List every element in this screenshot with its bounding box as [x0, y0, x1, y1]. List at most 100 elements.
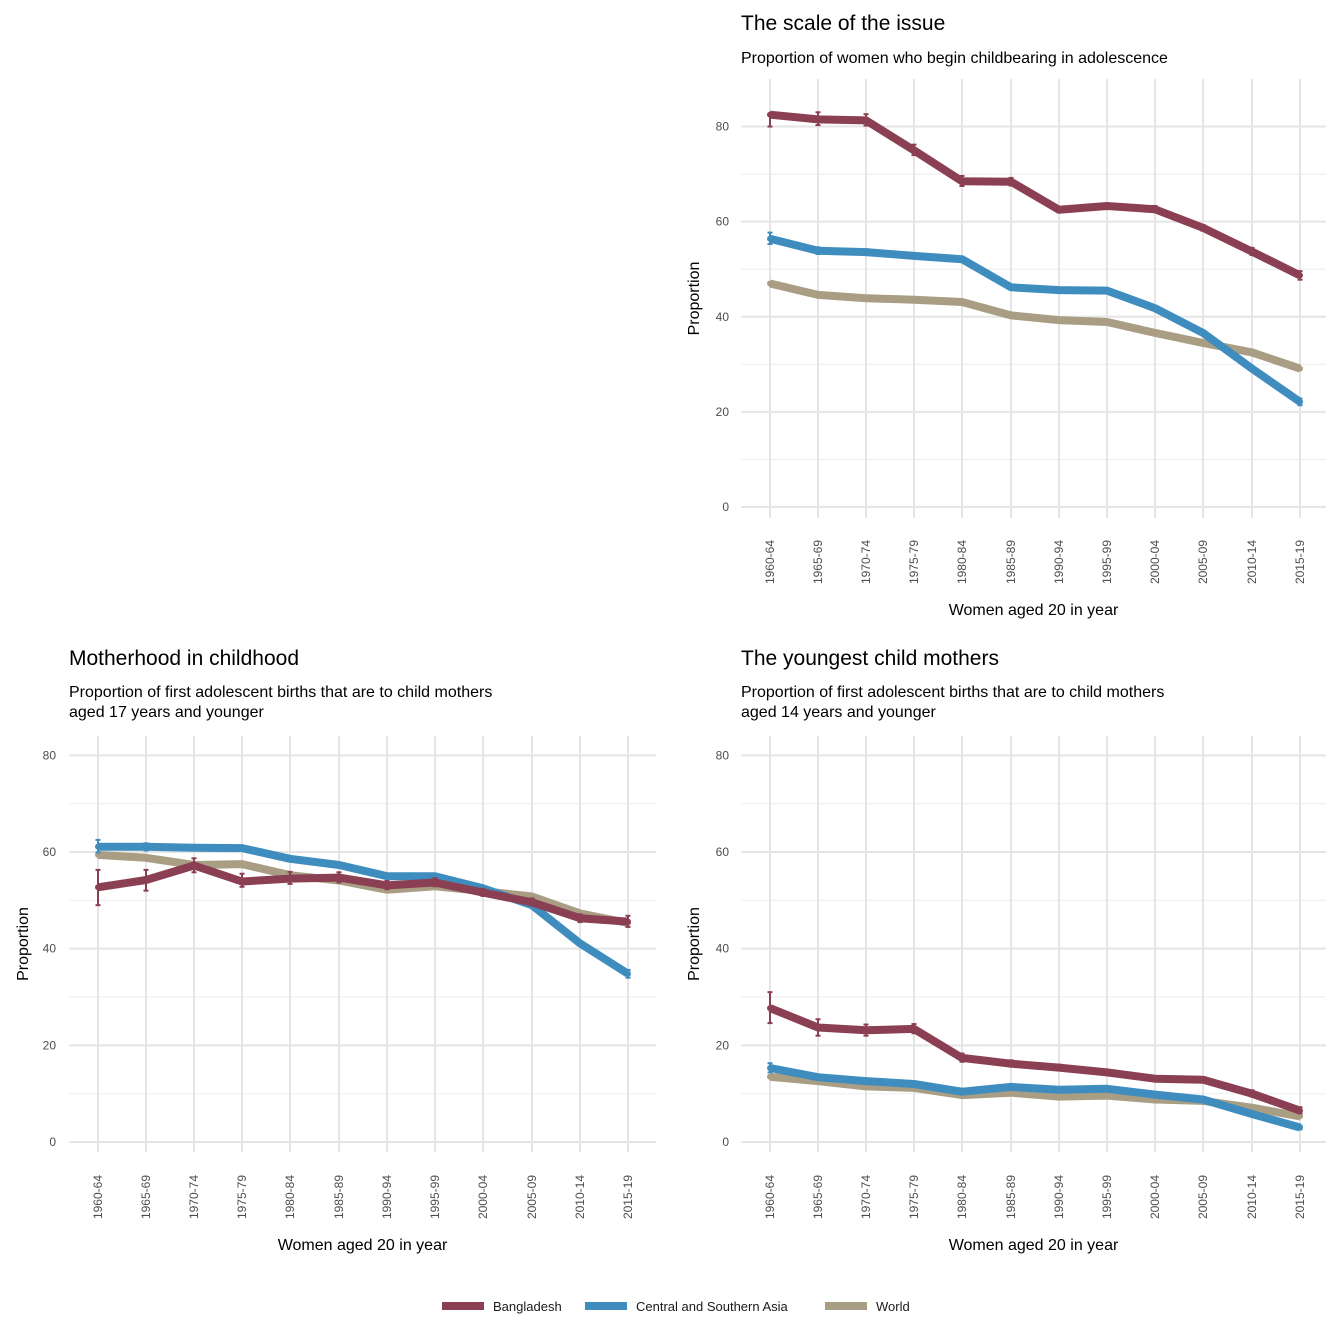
chart-subtitle: Proportion of women who begin childbeari…	[741, 50, 1168, 67]
x-tick-label: 1995-99	[1100, 1175, 1114, 1219]
data-point	[767, 1065, 773, 1072]
x-tick-label: 1990-94	[1052, 540, 1066, 584]
y-tick-label: 80	[716, 120, 730, 134]
data-point	[1104, 1069, 1110, 1076]
data-point	[1056, 206, 1062, 213]
chart-title: The youngest child mothers	[741, 647, 999, 670]
x-tick-label: 2010-14	[573, 1175, 587, 1219]
data-point	[1152, 305, 1158, 312]
chart-subtitle: Proportion of first adolescent births th…	[69, 684, 492, 701]
data-point	[1056, 1064, 1062, 1071]
x-tick-label: 1960-64	[763, 540, 777, 584]
data-point	[577, 915, 583, 922]
data-point	[1104, 319, 1110, 326]
data-point	[1297, 1107, 1303, 1114]
y-tick-label: 80	[716, 748, 730, 762]
data-point	[529, 899, 535, 906]
y-tick-label: 0	[722, 500, 729, 514]
data-point	[1297, 272, 1303, 279]
y-tick-label: 0	[722, 1135, 729, 1149]
data-point	[863, 1027, 869, 1034]
data-point	[863, 1078, 869, 1085]
data-point	[1200, 1076, 1206, 1083]
data-point	[911, 252, 917, 259]
data-point	[815, 1024, 821, 1031]
data-point	[95, 843, 101, 850]
chart-title: The scale of the issue	[741, 12, 945, 35]
x-tick-label: 1960-64	[763, 1175, 777, 1219]
x-tick-label: 2000-04	[1148, 540, 1162, 584]
series-line-bangladesh	[769, 110, 1302, 279]
legend-label: World	[876, 1299, 910, 1314]
legend-item-bangladesh: Bangladesh	[442, 1299, 562, 1314]
x-axis-title: Women aged 20 in year	[949, 1237, 1119, 1254]
y-tick-label: 40	[716, 942, 730, 956]
data-point	[1008, 1083, 1014, 1090]
data-point	[1249, 248, 1255, 255]
data-point	[1056, 317, 1062, 324]
y-tick-label: 40	[43, 942, 57, 956]
y-axis-title: Proportion	[686, 262, 703, 336]
x-tick-label: 2015-19	[621, 1175, 635, 1219]
y-tick-label: 20	[43, 1038, 57, 1052]
y-tick-label: 60	[43, 845, 57, 859]
x-tick-label: 1980-84	[955, 540, 969, 584]
data-point	[959, 1088, 965, 1095]
data-point	[863, 295, 869, 302]
panel-motherhood-in-childhood: Motherhood in childhood Proportion of fir…	[15, 647, 656, 1254]
data-point	[1297, 365, 1303, 372]
data-point	[959, 1054, 965, 1061]
data-point	[1200, 224, 1206, 231]
x-tick-label: 2010-14	[1245, 540, 1259, 584]
x-tick-label: 2015-19	[1293, 540, 1307, 584]
series-bangladesh	[767, 110, 1303, 281]
data-point	[1152, 1075, 1158, 1082]
series-bangladesh	[767, 991, 1303, 1115]
x-tick-label: 1995-99	[428, 1175, 442, 1219]
x-tick-label: 2005-09	[1196, 540, 1210, 584]
data-point	[1152, 1091, 1158, 1098]
data-point	[1249, 349, 1255, 356]
x-tick-label: 1965-69	[811, 1175, 825, 1219]
data-point	[625, 918, 631, 925]
x-tick-label: 2015-19	[1293, 1175, 1307, 1219]
y-tick-label: 0	[49, 1135, 56, 1149]
x-tick-label: 1970-74	[187, 1175, 201, 1219]
data-point	[432, 879, 438, 886]
data-point	[767, 1073, 773, 1080]
x-tick-label: 1965-69	[139, 1175, 153, 1219]
data-point	[1104, 202, 1110, 209]
data-point	[625, 970, 631, 977]
chart-title: Motherhood in childhood	[69, 647, 299, 670]
data-point	[911, 1025, 917, 1032]
y-axis-title: Proportion	[15, 907, 32, 981]
data-point	[1297, 398, 1303, 405]
legend-label: Bangladesh	[493, 1299, 562, 1314]
data-point	[336, 862, 342, 869]
y-tick-label: 60	[716, 215, 730, 229]
y-tick-label: 20	[716, 405, 730, 419]
legend-item-world: World	[825, 1299, 910, 1314]
x-tick-label: 2005-09	[1196, 1175, 1210, 1219]
data-point	[1056, 1093, 1062, 1100]
data-point	[767, 111, 773, 118]
series-central-and-southern-asia	[95, 838, 631, 979]
data-point	[767, 235, 773, 242]
x-tick-label: 1970-74	[859, 1175, 873, 1219]
x-tick-label: 2005-09	[525, 1175, 539, 1219]
series-central-and-southern-asia	[767, 1062, 1303, 1132]
data-point	[143, 843, 149, 850]
x-tick-label: 1980-84	[955, 1175, 969, 1219]
data-point	[767, 1005, 773, 1012]
data-point	[911, 296, 917, 303]
data-point	[959, 178, 965, 185]
x-tick-label: 1975-79	[907, 540, 921, 584]
data-point	[239, 861, 245, 868]
x-tick-label: 1960-64	[91, 1175, 105, 1219]
panel-youngest-child-mothers: The youngest child mothers Proportion of …	[686, 647, 1326, 1254]
legend-item-central-and-southern-asia: Central and Southern Asia	[585, 1299, 789, 1314]
data-point	[1297, 1113, 1303, 1120]
series-line-central-and-southern-asia	[98, 842, 631, 978]
y-axis-title: Proportion	[686, 907, 703, 981]
data-point	[1104, 1092, 1110, 1099]
